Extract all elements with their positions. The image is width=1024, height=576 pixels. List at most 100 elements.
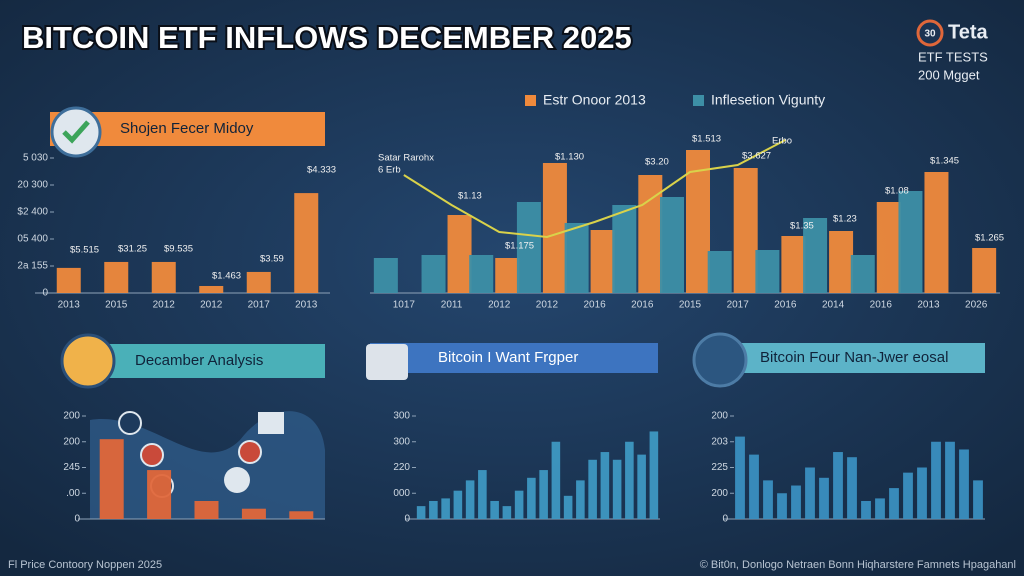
x-tick-label: 2012	[536, 300, 559, 311]
y-tick-label: 300	[393, 436, 410, 447]
bar	[469, 255, 494, 293]
icon	[366, 344, 408, 380]
bar	[755, 250, 780, 293]
y-tick-label: 200	[711, 411, 728, 422]
annotation: $1.23	[833, 214, 857, 225]
bar	[246, 271, 271, 293]
bar	[490, 500, 499, 519]
bar	[542, 163, 567, 293]
bar	[612, 205, 637, 293]
bar	[686, 150, 710, 293]
annotation: $4.333	[307, 165, 336, 176]
x-tick-label: 2014	[822, 300, 845, 311]
bar	[898, 191, 923, 293]
bar	[889, 488, 899, 519]
y-tick-label: 300	[393, 411, 410, 422]
x-tick-label: 2013	[917, 300, 940, 311]
icon	[60, 333, 116, 389]
bar	[441, 498, 450, 519]
bar	[875, 498, 885, 519]
y-tick-label: 5 030	[23, 153, 48, 164]
annotation: $3.20	[645, 157, 669, 168]
y-tick-label: 2a 155	[17, 261, 48, 272]
bar	[563, 495, 573, 519]
x-tick-label: 2013	[295, 300, 318, 311]
bar	[777, 493, 787, 519]
bar	[847, 457, 857, 519]
y-tick-label: 000	[393, 488, 410, 499]
bar	[805, 467, 815, 519]
bar	[931, 441, 941, 519]
annotation: $9.535	[164, 244, 193, 255]
legend-swatch	[693, 95, 704, 106]
y-tick-label: 200	[711, 488, 728, 499]
bar	[861, 500, 871, 519]
bar	[903, 472, 913, 519]
x-tick-label: 2016	[631, 300, 654, 311]
annotation: Erbo	[772, 136, 792, 147]
panel-title: Bitcoin Four Nan-Jwer eosal	[760, 349, 948, 366]
x-tick-label: 2012	[153, 300, 176, 311]
annotation: $1.265	[975, 233, 1004, 244]
legend-label: Inflesetion Vigunty	[711, 92, 825, 108]
bar	[590, 230, 615, 293]
annotation: $3.627	[742, 151, 771, 162]
bar	[735, 436, 745, 519]
bar	[465, 480, 475, 519]
bar	[917, 467, 927, 519]
y-tick-label: 200	[63, 411, 80, 422]
bar	[514, 490, 524, 519]
bar	[924, 172, 949, 293]
y-tick-label: 203	[711, 436, 728, 447]
annotation: Satar Rarohx	[378, 153, 434, 164]
bar	[104, 261, 129, 293]
bar	[551, 441, 561, 519]
annotation: $31.25	[118, 244, 147, 255]
banner	[710, 343, 985, 373]
bar	[876, 202, 901, 293]
y-tick-label: 220	[393, 462, 410, 473]
bar	[429, 500, 438, 519]
bar	[959, 449, 969, 519]
bar	[289, 511, 314, 519]
annotation: $1.345	[930, 156, 959, 167]
y-tick-label: 0	[74, 514, 80, 525]
x-tick-label: 2016	[583, 300, 606, 311]
legend-swatch	[525, 95, 536, 106]
y-tick-label: 0	[42, 288, 48, 299]
bar	[588, 459, 597, 519]
bar	[781, 236, 806, 293]
bar	[564, 223, 589, 293]
y-tick-label: 200	[63, 436, 80, 447]
annotation: 6 Erb	[378, 165, 401, 176]
x-tick-label: 2011	[441, 300, 463, 311]
bar	[660, 197, 684, 293]
icon	[238, 440, 262, 464]
bar	[447, 215, 472, 293]
legend-label: Estr Onoor 2013	[543, 92, 646, 108]
bar	[733, 168, 758, 293]
annotation: $1.175	[505, 241, 534, 252]
bar	[707, 251, 732, 293]
x-tick-label: 2016	[870, 300, 893, 311]
bar	[539, 470, 548, 519]
bar	[945, 441, 955, 519]
page-title: BITCOIN ETF INFLOWS DECEMBER 2025	[22, 20, 632, 55]
panel-title: Decamber Analysis	[135, 352, 263, 369]
x-tick-label: 1017	[393, 300, 416, 311]
bar	[56, 267, 81, 293]
x-tick-label: 2015	[105, 300, 128, 311]
x-tick-label: 2013	[58, 300, 81, 311]
logo-badge-text: 30	[924, 29, 936, 40]
bar	[241, 508, 266, 519]
logo-badge	[916, 19, 944, 47]
x-tick-label: 2017	[248, 300, 271, 311]
bar	[973, 480, 983, 519]
bar	[416, 506, 426, 519]
bar	[151, 261, 176, 293]
x-tick-label: 2016	[774, 300, 797, 311]
icon	[224, 467, 250, 493]
icon	[62, 120, 90, 144]
x-tick-label: 2026	[965, 300, 988, 311]
